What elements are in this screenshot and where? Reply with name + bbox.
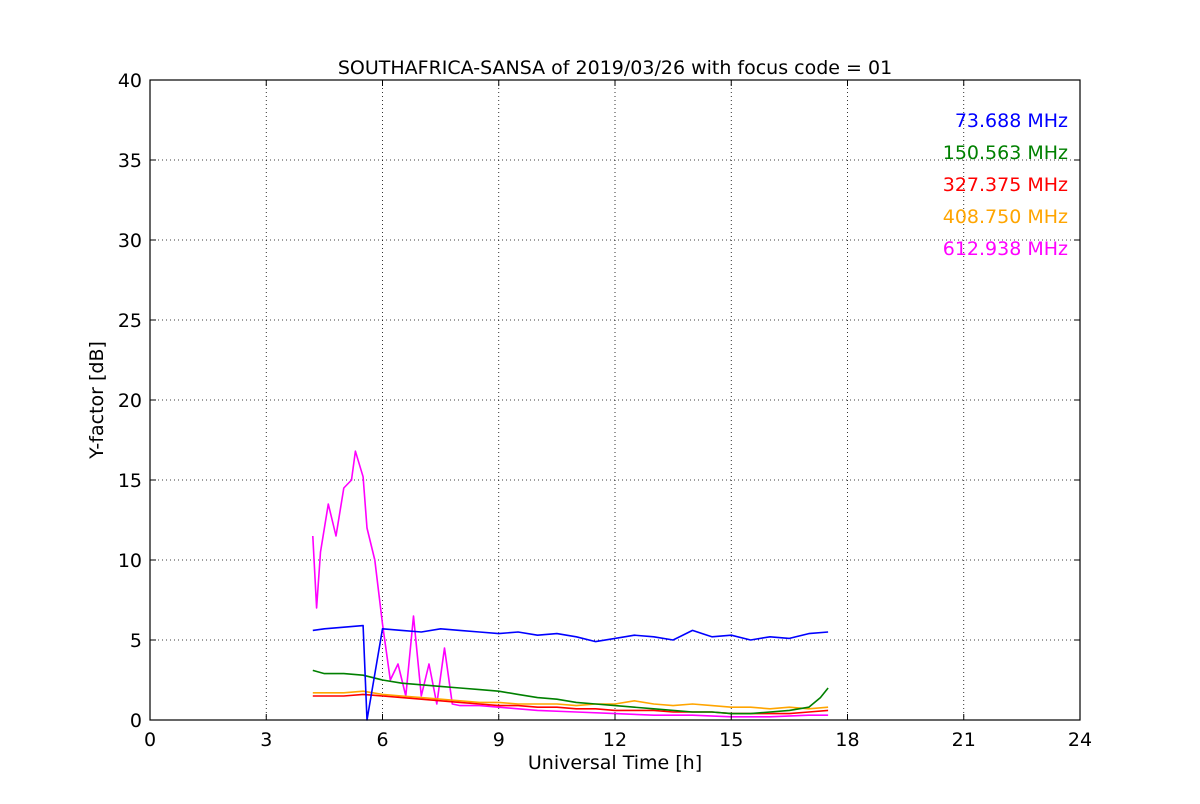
x-tick-label: 18 xyxy=(835,729,859,751)
y-tick-label: 0 xyxy=(130,710,142,732)
x-tick-label: 24 xyxy=(1068,729,1092,751)
y-tick-label: 25 xyxy=(118,310,142,332)
x-tick-label: 15 xyxy=(719,729,743,751)
series-line-150-563-mhz xyxy=(312,669,829,715)
axis-ticks: 0 3 6 9 12 15 18 21 24 0 5 10 15 20 25 30 35 40 xyxy=(118,70,1092,751)
series-line-408-750-mhz xyxy=(312,690,829,710)
legend-entry: 327.375 MHz xyxy=(943,174,1068,196)
y-tick-label: 40 xyxy=(118,70,142,92)
x-axis-label: Universal Time [h] xyxy=(528,752,702,774)
legend-entry: 408.750 MHz xyxy=(943,206,1068,228)
legend: 73.688 MHz 150.563 MHz 327.375 MHz 408.750 … xyxy=(943,110,1068,260)
grid-lines xyxy=(150,80,1080,720)
series-line-612-938-mhz xyxy=(312,450,829,718)
legend-entry: 612.938 MHz xyxy=(943,238,1068,260)
legend-entry: 73.688 MHz xyxy=(955,110,1068,132)
x-tick-label: 6 xyxy=(376,729,388,751)
x-tick-label: 12 xyxy=(603,729,627,751)
y-tick-label: 20 xyxy=(118,390,142,412)
y-tick-label: 5 xyxy=(130,630,142,652)
y-tick-label: 10 xyxy=(118,550,142,572)
legend-entry: 150.563 MHz xyxy=(943,142,1068,164)
series-lines xyxy=(312,450,829,721)
y-tick-label: 15 xyxy=(118,470,142,492)
chart-title: SOUTHAFRICA-SANSA of 2019/03/26 with foc… xyxy=(338,57,892,79)
series-line-73-688-mhz xyxy=(312,624,829,721)
y-axis-label: Y-factor [dB] xyxy=(86,341,108,460)
x-tick-label: 0 xyxy=(144,729,156,751)
x-tick-label: 9 xyxy=(493,729,505,751)
y-tick-label: 30 xyxy=(118,230,142,252)
x-tick-label: 21 xyxy=(952,729,976,751)
y-tick-label: 35 xyxy=(118,150,142,172)
x-tick-label: 3 xyxy=(260,729,272,751)
